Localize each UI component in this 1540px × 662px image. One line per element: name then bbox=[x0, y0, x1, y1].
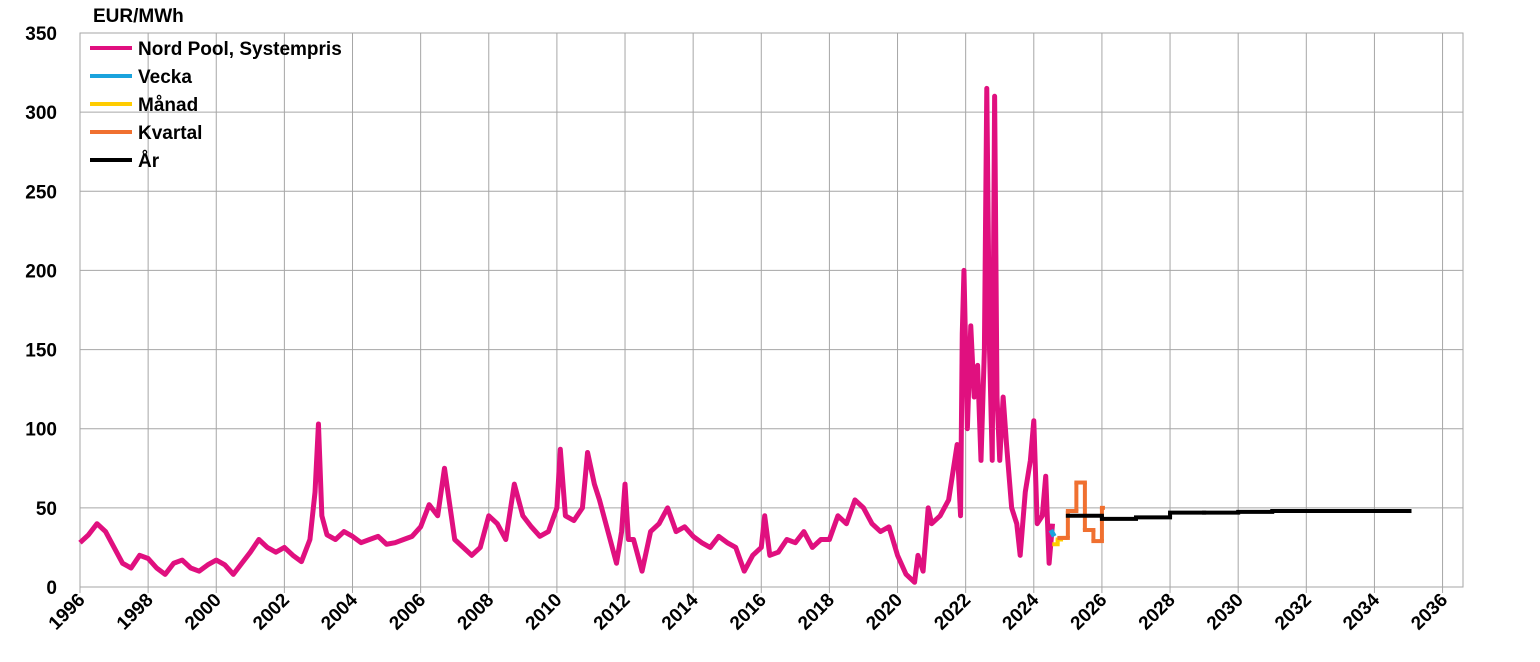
x-tick-label: 2026 bbox=[1067, 590, 1112, 635]
x-tick-label: 2030 bbox=[1203, 590, 1248, 635]
x-tick-label: 2022 bbox=[930, 590, 975, 635]
legend-label: Nord Pool, Systempris bbox=[138, 39, 342, 60]
y-tick-label: 250 bbox=[25, 182, 57, 203]
x-tick-label: 1998 bbox=[113, 590, 158, 635]
x-tick-label: 2002 bbox=[249, 590, 294, 635]
legend-label: År bbox=[138, 151, 160, 172]
y-tick-label: 0 bbox=[46, 578, 57, 599]
line-series bbox=[78, 85, 1056, 585]
step-series bbox=[1057, 480, 1105, 544]
y-tick-label: 150 bbox=[25, 341, 57, 362]
y-tick-label: 100 bbox=[25, 420, 57, 441]
x-tick-label: 2012 bbox=[590, 590, 635, 635]
legend-label: Månad bbox=[138, 95, 198, 116]
plot-area bbox=[79, 32, 1464, 588]
legend-label: Kvartal bbox=[138, 123, 202, 144]
x-tick-label: 2004 bbox=[317, 589, 362, 634]
line-series bbox=[1048, 528, 1057, 538]
x-tick-label: 2024 bbox=[999, 589, 1044, 634]
x-tick-label: 2020 bbox=[862, 590, 907, 635]
y-tick-label: 200 bbox=[25, 261, 57, 282]
x-tick-label: 2018 bbox=[794, 590, 839, 635]
x-tick-label: 2006 bbox=[385, 590, 430, 635]
x-tick-label: 2014 bbox=[658, 589, 703, 634]
step-series bbox=[1065, 509, 1412, 521]
x-tick-label: 2032 bbox=[1271, 590, 1316, 635]
x-tick-label: 2036 bbox=[1407, 590, 1452, 635]
x-tick-label: 2028 bbox=[1135, 590, 1180, 635]
y-tick-label: 350 bbox=[25, 24, 57, 45]
legend-label: Vecka bbox=[138, 67, 192, 88]
x-tick-label: 2034 bbox=[1339, 589, 1384, 634]
y-tick-label: 50 bbox=[36, 499, 57, 520]
x-tick-label: 2010 bbox=[522, 590, 567, 635]
y-tick-label: 300 bbox=[25, 103, 57, 124]
x-tick-label: 2008 bbox=[454, 590, 499, 635]
x-tick-label: 2016 bbox=[726, 590, 771, 635]
x-tick-label: 2000 bbox=[181, 590, 226, 635]
y-axis-label: EUR/MWh bbox=[93, 6, 184, 27]
